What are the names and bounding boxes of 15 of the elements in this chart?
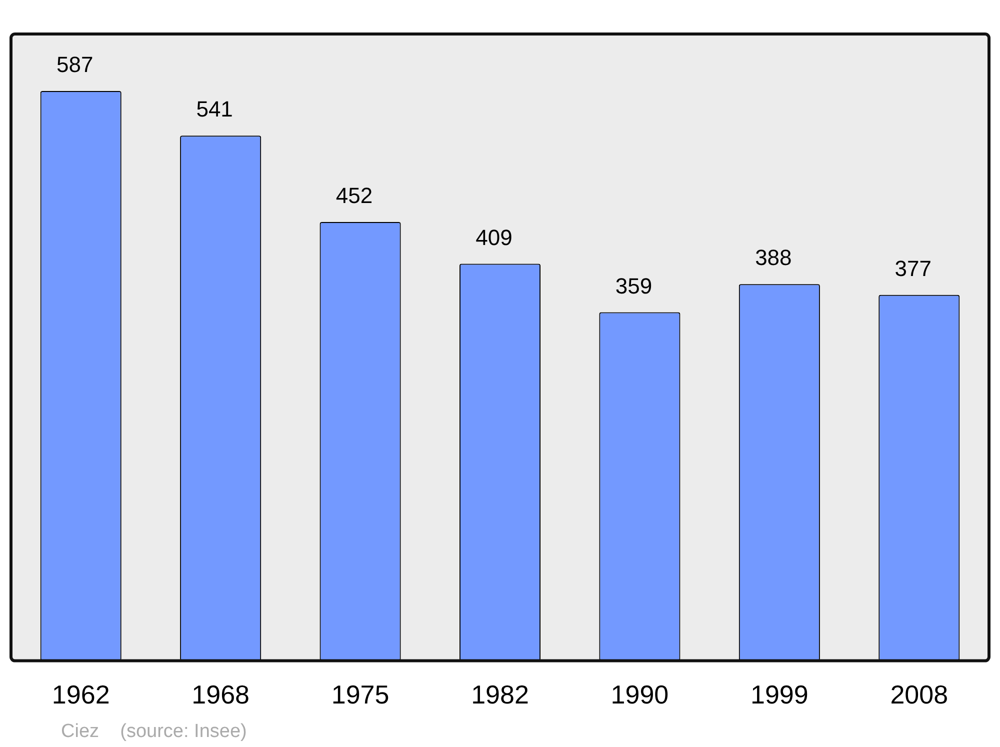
data-label: 377 [894,256,932,281]
data-label: 388 [755,245,792,270]
data-label: 452 [336,183,373,208]
x-tick-label: 1999 [750,680,808,710]
text: Ciez (source: Insee) [61,721,247,742]
x-tick-label: 1975 [331,680,390,710]
x-tick-label: 1962 [52,680,110,710]
x-tick-label: 2008 [890,680,948,710]
x-tick-label: 1990 [610,680,669,710]
data-label: 359 [615,273,652,298]
x-tick-label: 1982 [471,680,529,710]
data-label: 409 [476,224,512,250]
x-tick-label: 1968 [192,680,250,710]
data-label: 541 [196,96,233,122]
data-label: 587 [56,52,94,78]
